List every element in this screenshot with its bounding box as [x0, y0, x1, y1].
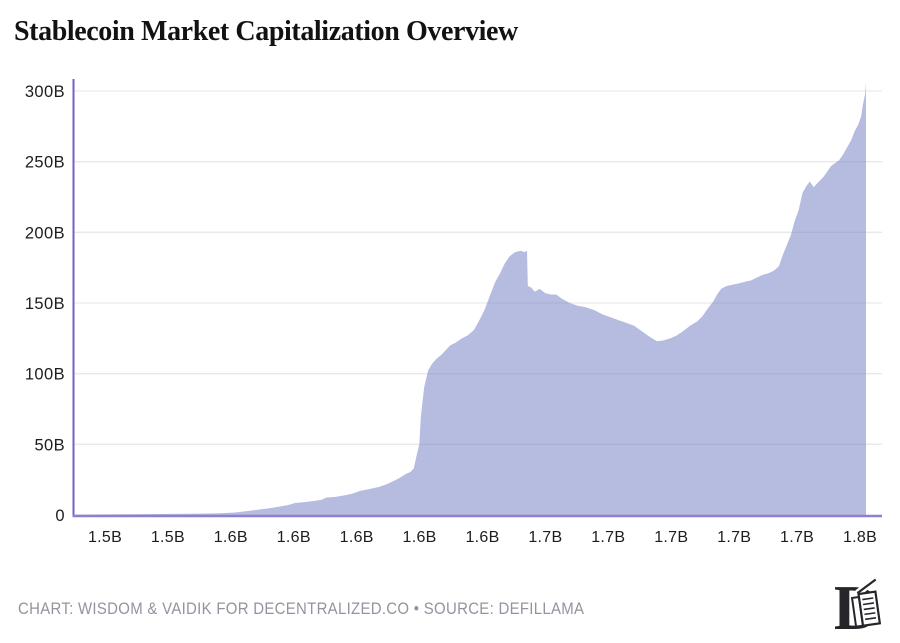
x-tick-label: 1.5B [151, 529, 185, 546]
x-tick-label: 1.7B [591, 529, 625, 546]
y-tick-label: 50B [34, 436, 65, 454]
decentralized-logo: D [833, 572, 891, 643]
x-tick-label: 1.7B [654, 529, 688, 546]
area-series [74, 82, 866, 515]
x-tick-label: 1.7B [780, 529, 814, 546]
y-tick-label: 250B [25, 154, 65, 172]
x-tick-label: 1.6B [403, 529, 437, 546]
x-tick-label: 1.7B [717, 529, 751, 546]
x-tick-label: 1.6B [340, 529, 374, 546]
x-tick-label: 1.7B [528, 529, 562, 546]
d-scroll-logo-icon: D [833, 572, 882, 643]
chart-title: Stablecoin Market Capitalization Overvie… [14, 16, 518, 47]
x-tick-label: 1.6B [277, 529, 311, 546]
x-tick-label: 1.6B [214, 529, 248, 546]
x-tick-label: 1.8B [843, 529, 877, 546]
y-tick-label: 150B [25, 295, 65, 313]
y-tick-label: 100B [25, 366, 65, 384]
x-tick-label: 1.6B [465, 529, 499, 546]
x-tick-label: 1.5B [88, 529, 122, 546]
y-tick-label: 200B [25, 224, 65, 242]
stablecoin-area-chart: 0 50B 100B 150B 200B 250B 300B 1.5B 1.5B 1.6B 1.6B… [25, 79, 882, 546]
y-tick-label: 300B [25, 83, 65, 101]
chart-credit: CHART: WISDOM & VAIDIK FOR DECENTRALIZED… [18, 599, 585, 618]
y-tick-label: 0 [55, 507, 65, 525]
